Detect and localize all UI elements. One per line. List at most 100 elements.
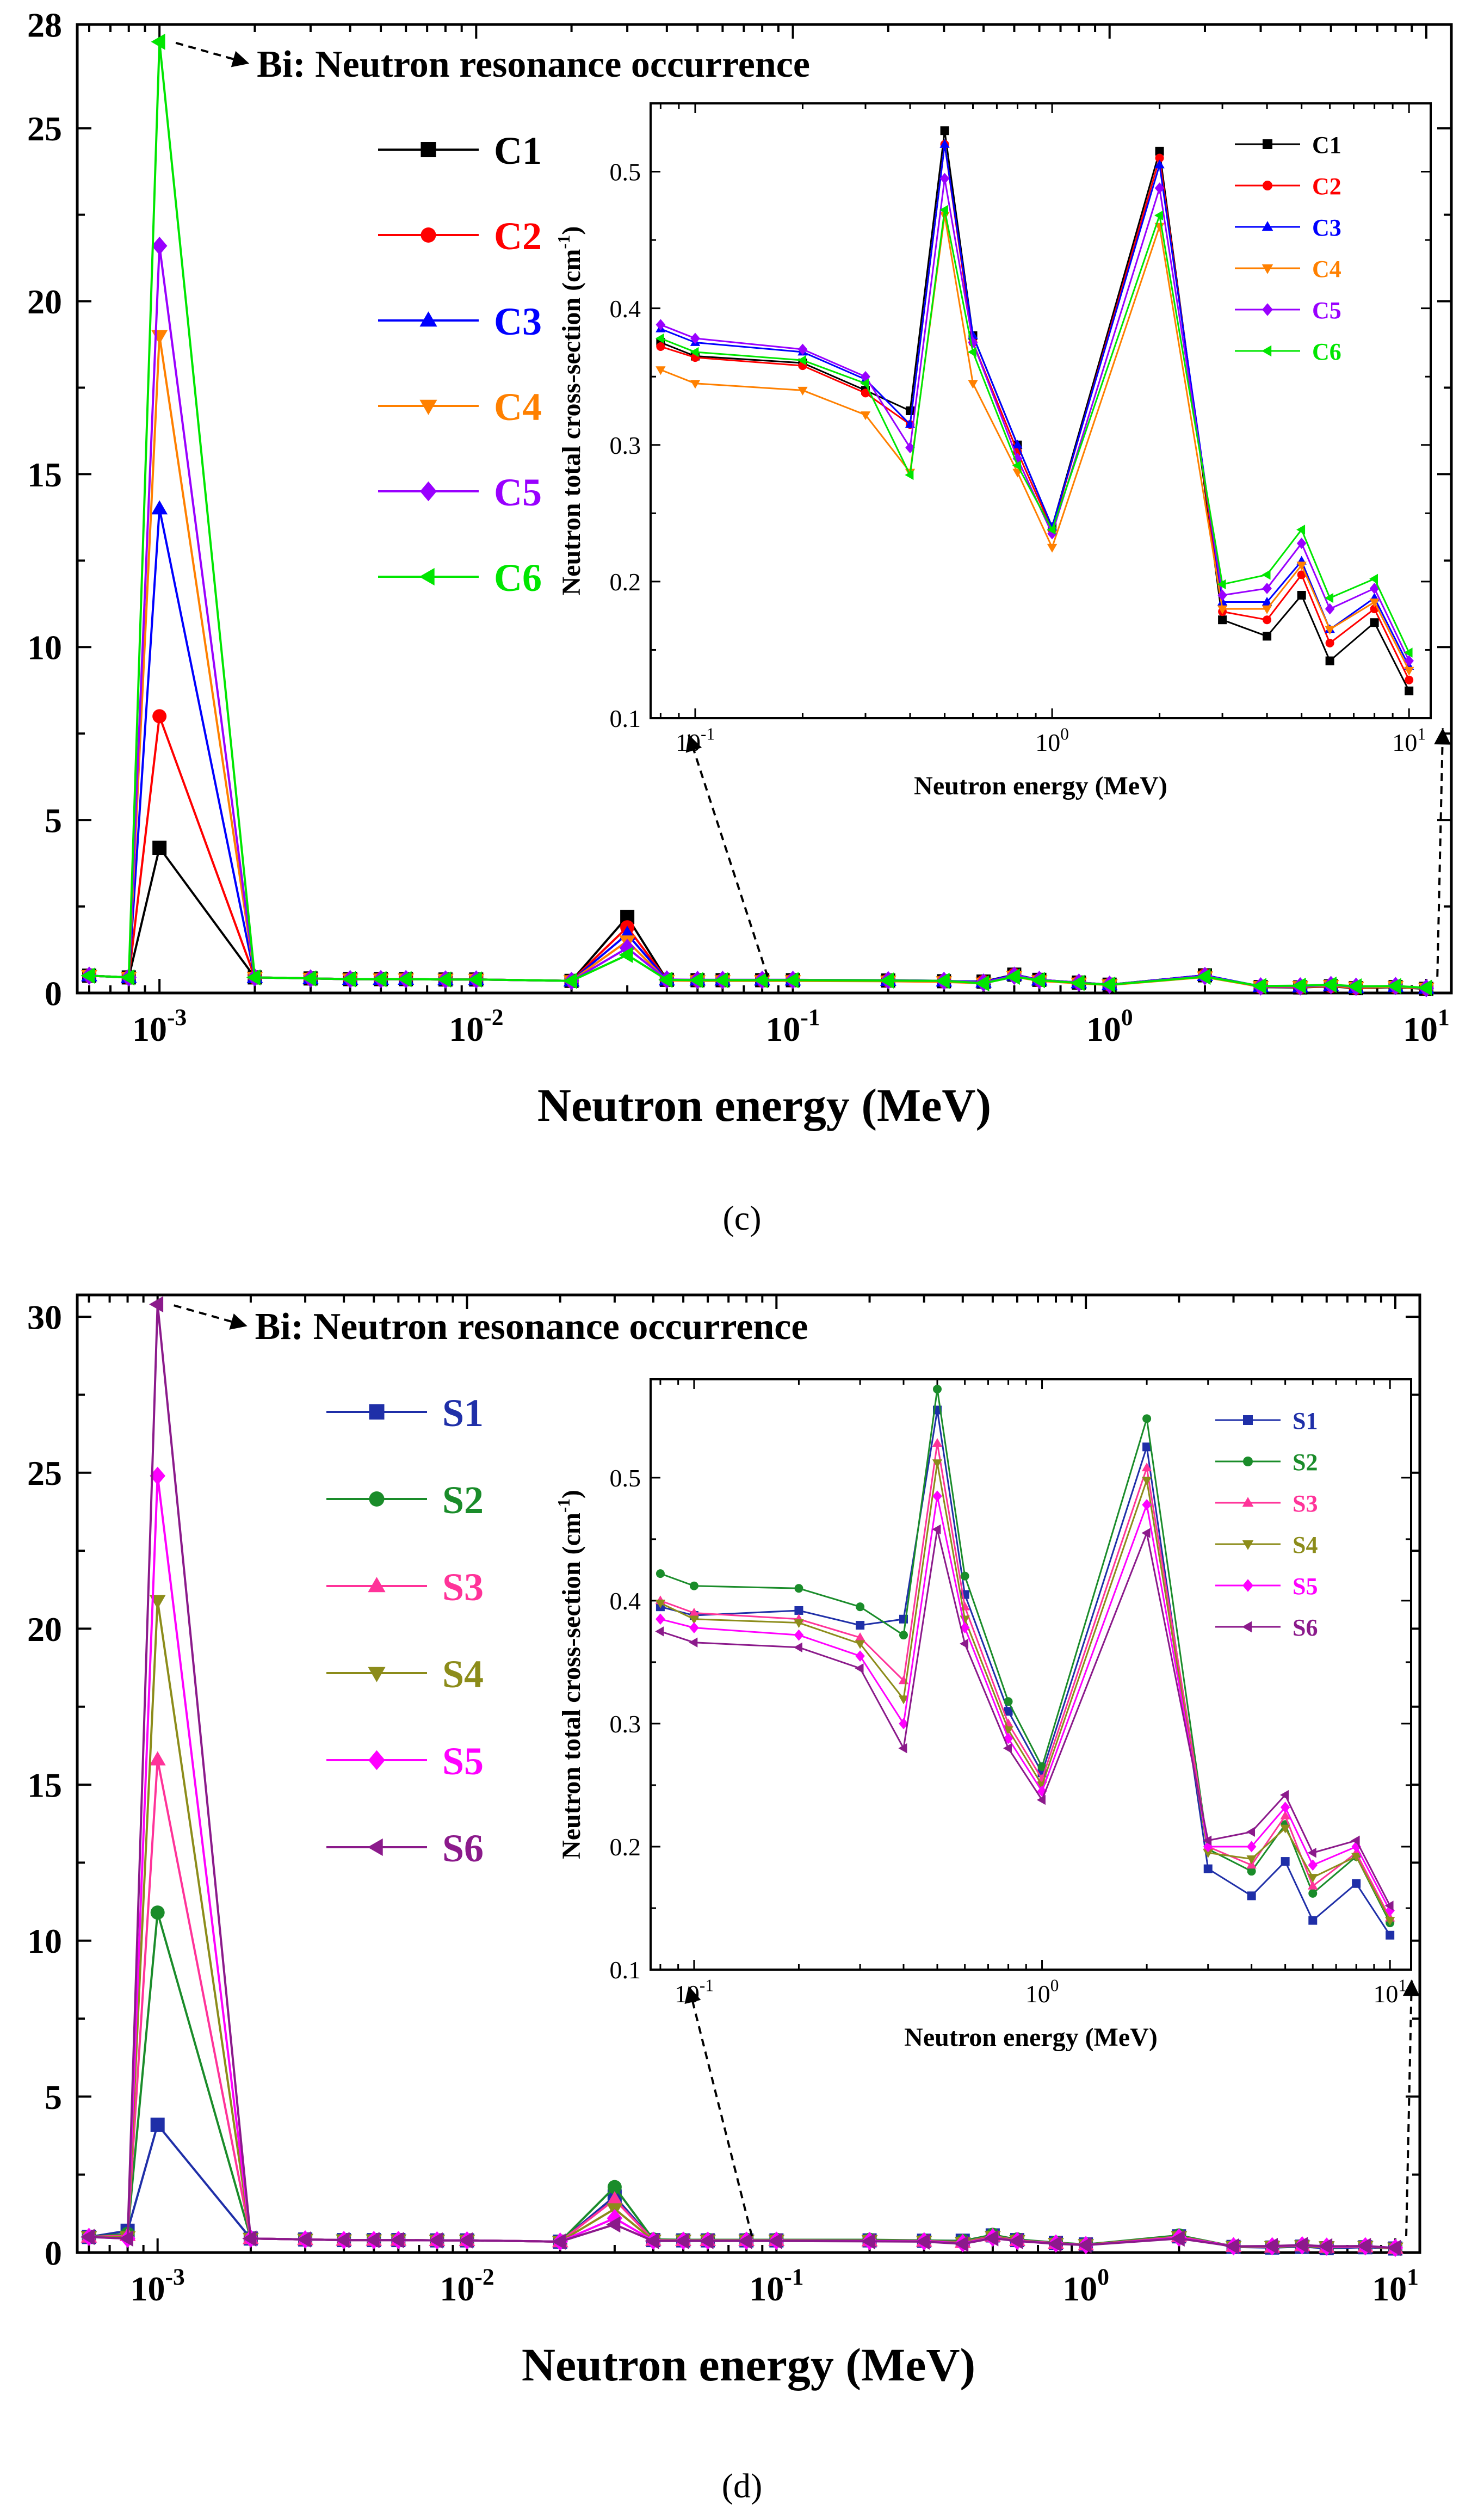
inset-data-point-s5: [1246, 1841, 1257, 1853]
inset-legend-label-s2: S2: [1293, 1449, 1318, 1476]
data-point-s6: [1077, 2237, 1092, 2254]
data-point-s6: [1009, 2232, 1023, 2249]
inset-data-point-s1: [1308, 1916, 1318, 1925]
legend-label-c3: C3: [494, 300, 542, 343]
inset-data-point-s2: [794, 1584, 803, 1593]
legend-marker-c2: [421, 227, 436, 243]
inset-data-point-s2: [1247, 1867, 1256, 1876]
data-point-s6: [119, 2230, 133, 2247]
inset-data-point-c2: [1405, 675, 1414, 684]
inset-pointer-right-head: [1402, 1979, 1420, 1996]
inset-legend-marker-c2: [1263, 181, 1272, 190]
inset-data-point-c6: [1154, 210, 1163, 221]
inset-data-point-s3: [1141, 1463, 1152, 1472]
inset-legend-label-c4: C4: [1312, 256, 1341, 282]
inset-x-tick-label: 101: [1373, 1976, 1407, 2008]
inset-data-point-s5: [794, 1629, 804, 1641]
data-point-c6: [689, 972, 703, 989]
legend-marker-s6: [367, 1838, 383, 1856]
data-point-s6: [768, 2232, 782, 2249]
inset-data-point-c5: [1154, 182, 1165, 194]
data-point-c6: [342, 971, 356, 988]
inset-legend-marker-c5: [1262, 303, 1273, 316]
inset-data-point-s5: [656, 1613, 665, 1625]
x-tick-label: 10-1: [765, 1004, 820, 1048]
inset-data-point-s4: [1246, 1855, 1257, 1865]
annotation-arrow-head: [231, 51, 250, 67]
inset-data-point-s2: [689, 1581, 698, 1590]
inset-data-point-c1: [1297, 591, 1306, 600]
data-point-s6: [1357, 2238, 1371, 2254]
inset-data-point-c1: [1325, 656, 1334, 665]
inset-data-point-s4: [794, 1619, 804, 1628]
data-point-s6: [984, 2230, 999, 2247]
inset-data-point-c4: [1369, 599, 1380, 608]
data-point-c3: [151, 500, 168, 515]
inset-pointer-right-head: [1434, 728, 1451, 745]
inset-data-point-s1: [1352, 1879, 1361, 1888]
inset-data-point-s6: [1307, 1848, 1316, 1858]
inset-data-point-s3: [932, 1437, 943, 1447]
annotation-arrow-head: [229, 1313, 248, 1330]
inset-legend-marker-s4: [1242, 1540, 1254, 1550]
data-point-s6: [458, 2232, 473, 2249]
data-point-c6: [1291, 977, 1306, 994]
inset-x-tick-label: 100: [1035, 724, 1069, 756]
inset-pointer-left: [688, 734, 769, 977]
inset-y-tick-label: 0.4: [610, 295, 641, 323]
inset-data-point-c4: [1047, 544, 1058, 553]
inset-legend-marker-c3: [1262, 221, 1273, 231]
inset-y-tick-label: 0.3: [610, 1710, 641, 1738]
y-tick-label: 0: [45, 2234, 62, 2272]
inset-y-tick-label: 0.2: [610, 1833, 641, 1861]
inset-data-point-c1: [1370, 618, 1379, 627]
data-point-c6: [1387, 978, 1401, 995]
panel-d: 10-3 10-2 10-1 100 101 0 5 10 15 20 25 30 Neutron en…: [27, 1293, 1421, 2505]
inset-legend-label-s6: S6: [1293, 1614, 1318, 1641]
data-point-s6: [916, 2233, 930, 2250]
inset-data-point-s5: [855, 1650, 865, 1662]
y-tick-label: 5: [45, 2078, 62, 2117]
inset-data-point-s6: [1003, 1743, 1012, 1754]
data-point-c6: [397, 971, 412, 988]
data-point-c6: [1347, 978, 1362, 995]
legend-label-c5: C5: [494, 471, 542, 514]
inset-data-point-s4: [1203, 1849, 1213, 1858]
inset-legend-label-s1: S1: [1293, 1408, 1318, 1434]
inset-data-point-s4: [655, 1599, 666, 1608]
inset-data-point-s3: [855, 1632, 865, 1642]
data-point-c6: [1252, 978, 1266, 995]
inset-data-point-c6: [1012, 460, 1021, 471]
data-point-s6: [552, 2233, 566, 2250]
inset-data-point-c5: [1325, 603, 1335, 615]
data-point-c6: [81, 967, 95, 984]
data-point-c6: [372, 971, 387, 988]
inset-data-point-s5: [689, 1622, 699, 1634]
inset-data-point-s2: [1037, 1762, 1047, 1772]
legend-marker-s4: [368, 1667, 386, 1682]
inset-y-axis-title: Neutron total cross-section (cm-1): [554, 1490, 586, 1859]
inset-data-point-s4: [1384, 1917, 1395, 1926]
inset-data-point-c6: [797, 355, 806, 366]
data-point-c6: [246, 969, 261, 986]
inset-plot-frame: [650, 102, 1432, 719]
legend-label-s2: S2: [442, 1478, 484, 1522]
inset-legend-label-s5: S5: [1293, 1573, 1318, 1600]
legend-marker-c6: [419, 567, 435, 586]
inset-data-point-c4: [1217, 605, 1228, 614]
inset-data-point-s3: [1246, 1860, 1257, 1869]
inset-data-point-c5: [690, 332, 700, 344]
inset-series-line-s5: [660, 1495, 1391, 1911]
y-tick-label: 15: [27, 455, 62, 494]
inset-data-point-c3: [1217, 596, 1228, 606]
inset-x-tick-label: 100: [1025, 1976, 1059, 2008]
inset-pointer-left-head: [685, 735, 702, 753]
y-tick-label: 25: [27, 1454, 62, 1492]
inset-legend-marker-s5: [1242, 1579, 1253, 1592]
data-point-s6: [149, 1296, 164, 1313]
data-point-s6: [1387, 2239, 1401, 2256]
inset-data-point-s5: [1037, 1785, 1047, 1797]
